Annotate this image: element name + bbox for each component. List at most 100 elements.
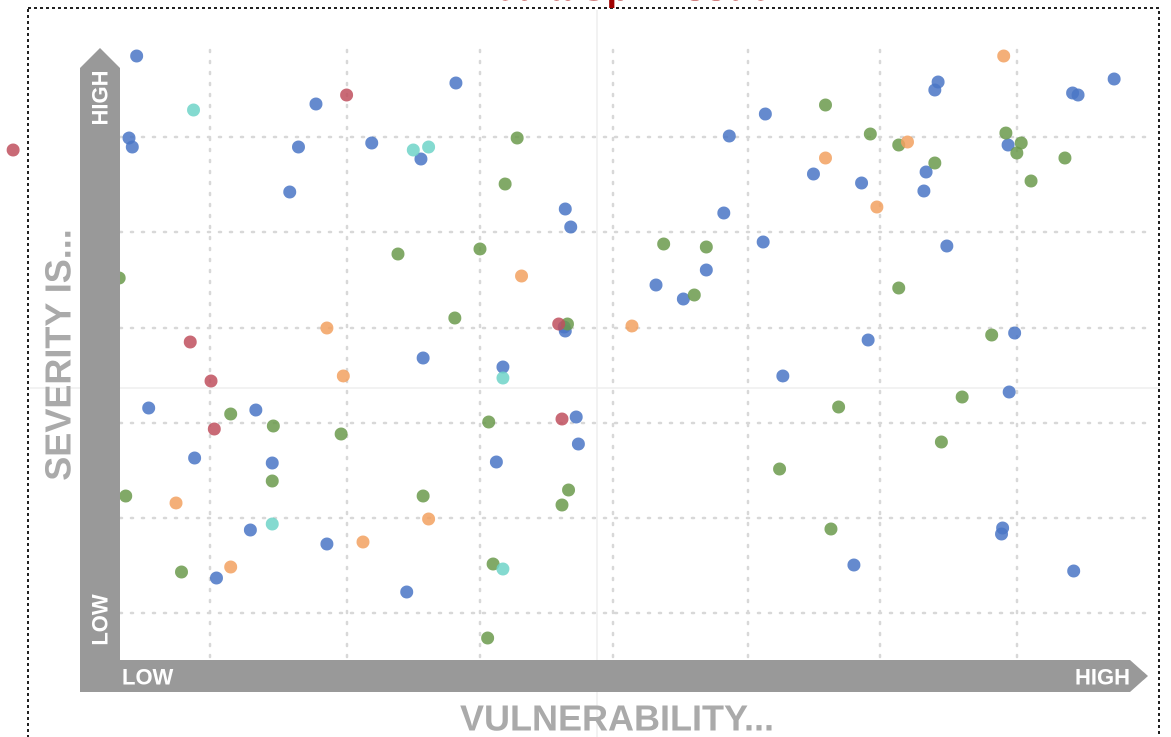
frame bbox=[27, 7, 1160, 737]
point bbox=[340, 88, 354, 102]
point bbox=[773, 462, 787, 476]
point bbox=[249, 403, 263, 417]
point bbox=[562, 483, 576, 497]
point bbox=[365, 136, 379, 150]
point bbox=[414, 152, 428, 166]
point bbox=[515, 269, 529, 283]
point bbox=[320, 321, 334, 335]
point bbox=[356, 535, 370, 549]
point bbox=[1071, 88, 1085, 102]
point bbox=[400, 585, 414, 599]
point bbox=[1010, 146, 1024, 160]
point bbox=[699, 240, 713, 254]
point bbox=[649, 278, 663, 292]
point bbox=[699, 263, 713, 277]
point bbox=[999, 126, 1013, 140]
point bbox=[188, 451, 202, 465]
point bbox=[861, 333, 875, 347]
point bbox=[1014, 136, 1028, 150]
point bbox=[482, 415, 496, 429]
point bbox=[985, 328, 999, 342]
point bbox=[917, 184, 931, 198]
point bbox=[224, 560, 238, 574]
point bbox=[552, 317, 566, 331]
point bbox=[486, 557, 500, 571]
title: Media Spin Issue bbox=[463, 0, 771, 9]
point bbox=[832, 400, 846, 414]
point bbox=[187, 103, 201, 117]
point bbox=[416, 351, 430, 365]
point bbox=[209, 571, 223, 585]
point bbox=[449, 76, 463, 90]
point bbox=[870, 200, 884, 214]
point bbox=[489, 455, 503, 469]
point bbox=[473, 242, 487, 256]
point bbox=[564, 220, 578, 234]
point bbox=[818, 98, 832, 112]
y-low-label: LOW bbox=[88, 594, 113, 646]
point bbox=[496, 371, 510, 385]
point bbox=[422, 512, 436, 526]
point bbox=[569, 410, 583, 424]
point bbox=[997, 49, 1011, 63]
point bbox=[224, 407, 238, 421]
point bbox=[657, 237, 671, 251]
point bbox=[555, 498, 569, 512]
point bbox=[1058, 151, 1072, 165]
point bbox=[806, 167, 820, 181]
grid bbox=[30, 10, 1160, 737]
point bbox=[931, 75, 945, 89]
point bbox=[266, 419, 280, 433]
point bbox=[717, 206, 731, 220]
point bbox=[169, 496, 183, 510]
point bbox=[174, 565, 188, 579]
point bbox=[207, 422, 221, 436]
point bbox=[498, 177, 512, 191]
point bbox=[265, 456, 279, 470]
point bbox=[336, 369, 350, 383]
point bbox=[1001, 138, 1015, 152]
point bbox=[448, 311, 462, 325]
point bbox=[130, 49, 144, 63]
point bbox=[283, 185, 297, 199]
point bbox=[1008, 326, 1022, 340]
point bbox=[940, 239, 954, 253]
point bbox=[119, 489, 133, 503]
point bbox=[824, 522, 838, 536]
point bbox=[625, 319, 639, 333]
point bbox=[847, 558, 861, 572]
point bbox=[416, 489, 430, 503]
point bbox=[758, 107, 772, 121]
point bbox=[481, 631, 495, 645]
point bbox=[422, 140, 436, 154]
point bbox=[1107, 72, 1121, 86]
point bbox=[1024, 174, 1038, 188]
point bbox=[756, 235, 770, 249]
point bbox=[722, 129, 736, 143]
point bbox=[496, 562, 510, 576]
point bbox=[558, 202, 572, 216]
x-high-label: HIGH bbox=[1075, 665, 1130, 690]
point bbox=[243, 523, 257, 537]
point bbox=[928, 156, 942, 170]
point bbox=[291, 140, 305, 154]
x-axis-label: VULNERABILITY... bbox=[460, 698, 774, 737]
point bbox=[900, 135, 914, 149]
point bbox=[510, 131, 524, 145]
point bbox=[892, 281, 906, 295]
point bbox=[125, 140, 139, 154]
point bbox=[934, 435, 948, 449]
point bbox=[776, 369, 790, 383]
point bbox=[496, 360, 510, 374]
point bbox=[955, 390, 969, 404]
point bbox=[320, 537, 334, 551]
point bbox=[1067, 564, 1081, 578]
point bbox=[687, 288, 701, 302]
point bbox=[863, 127, 877, 141]
points bbox=[6, 49, 1121, 645]
point bbox=[855, 176, 869, 190]
point bbox=[995, 527, 1009, 541]
point bbox=[919, 165, 933, 179]
point bbox=[204, 374, 218, 388]
